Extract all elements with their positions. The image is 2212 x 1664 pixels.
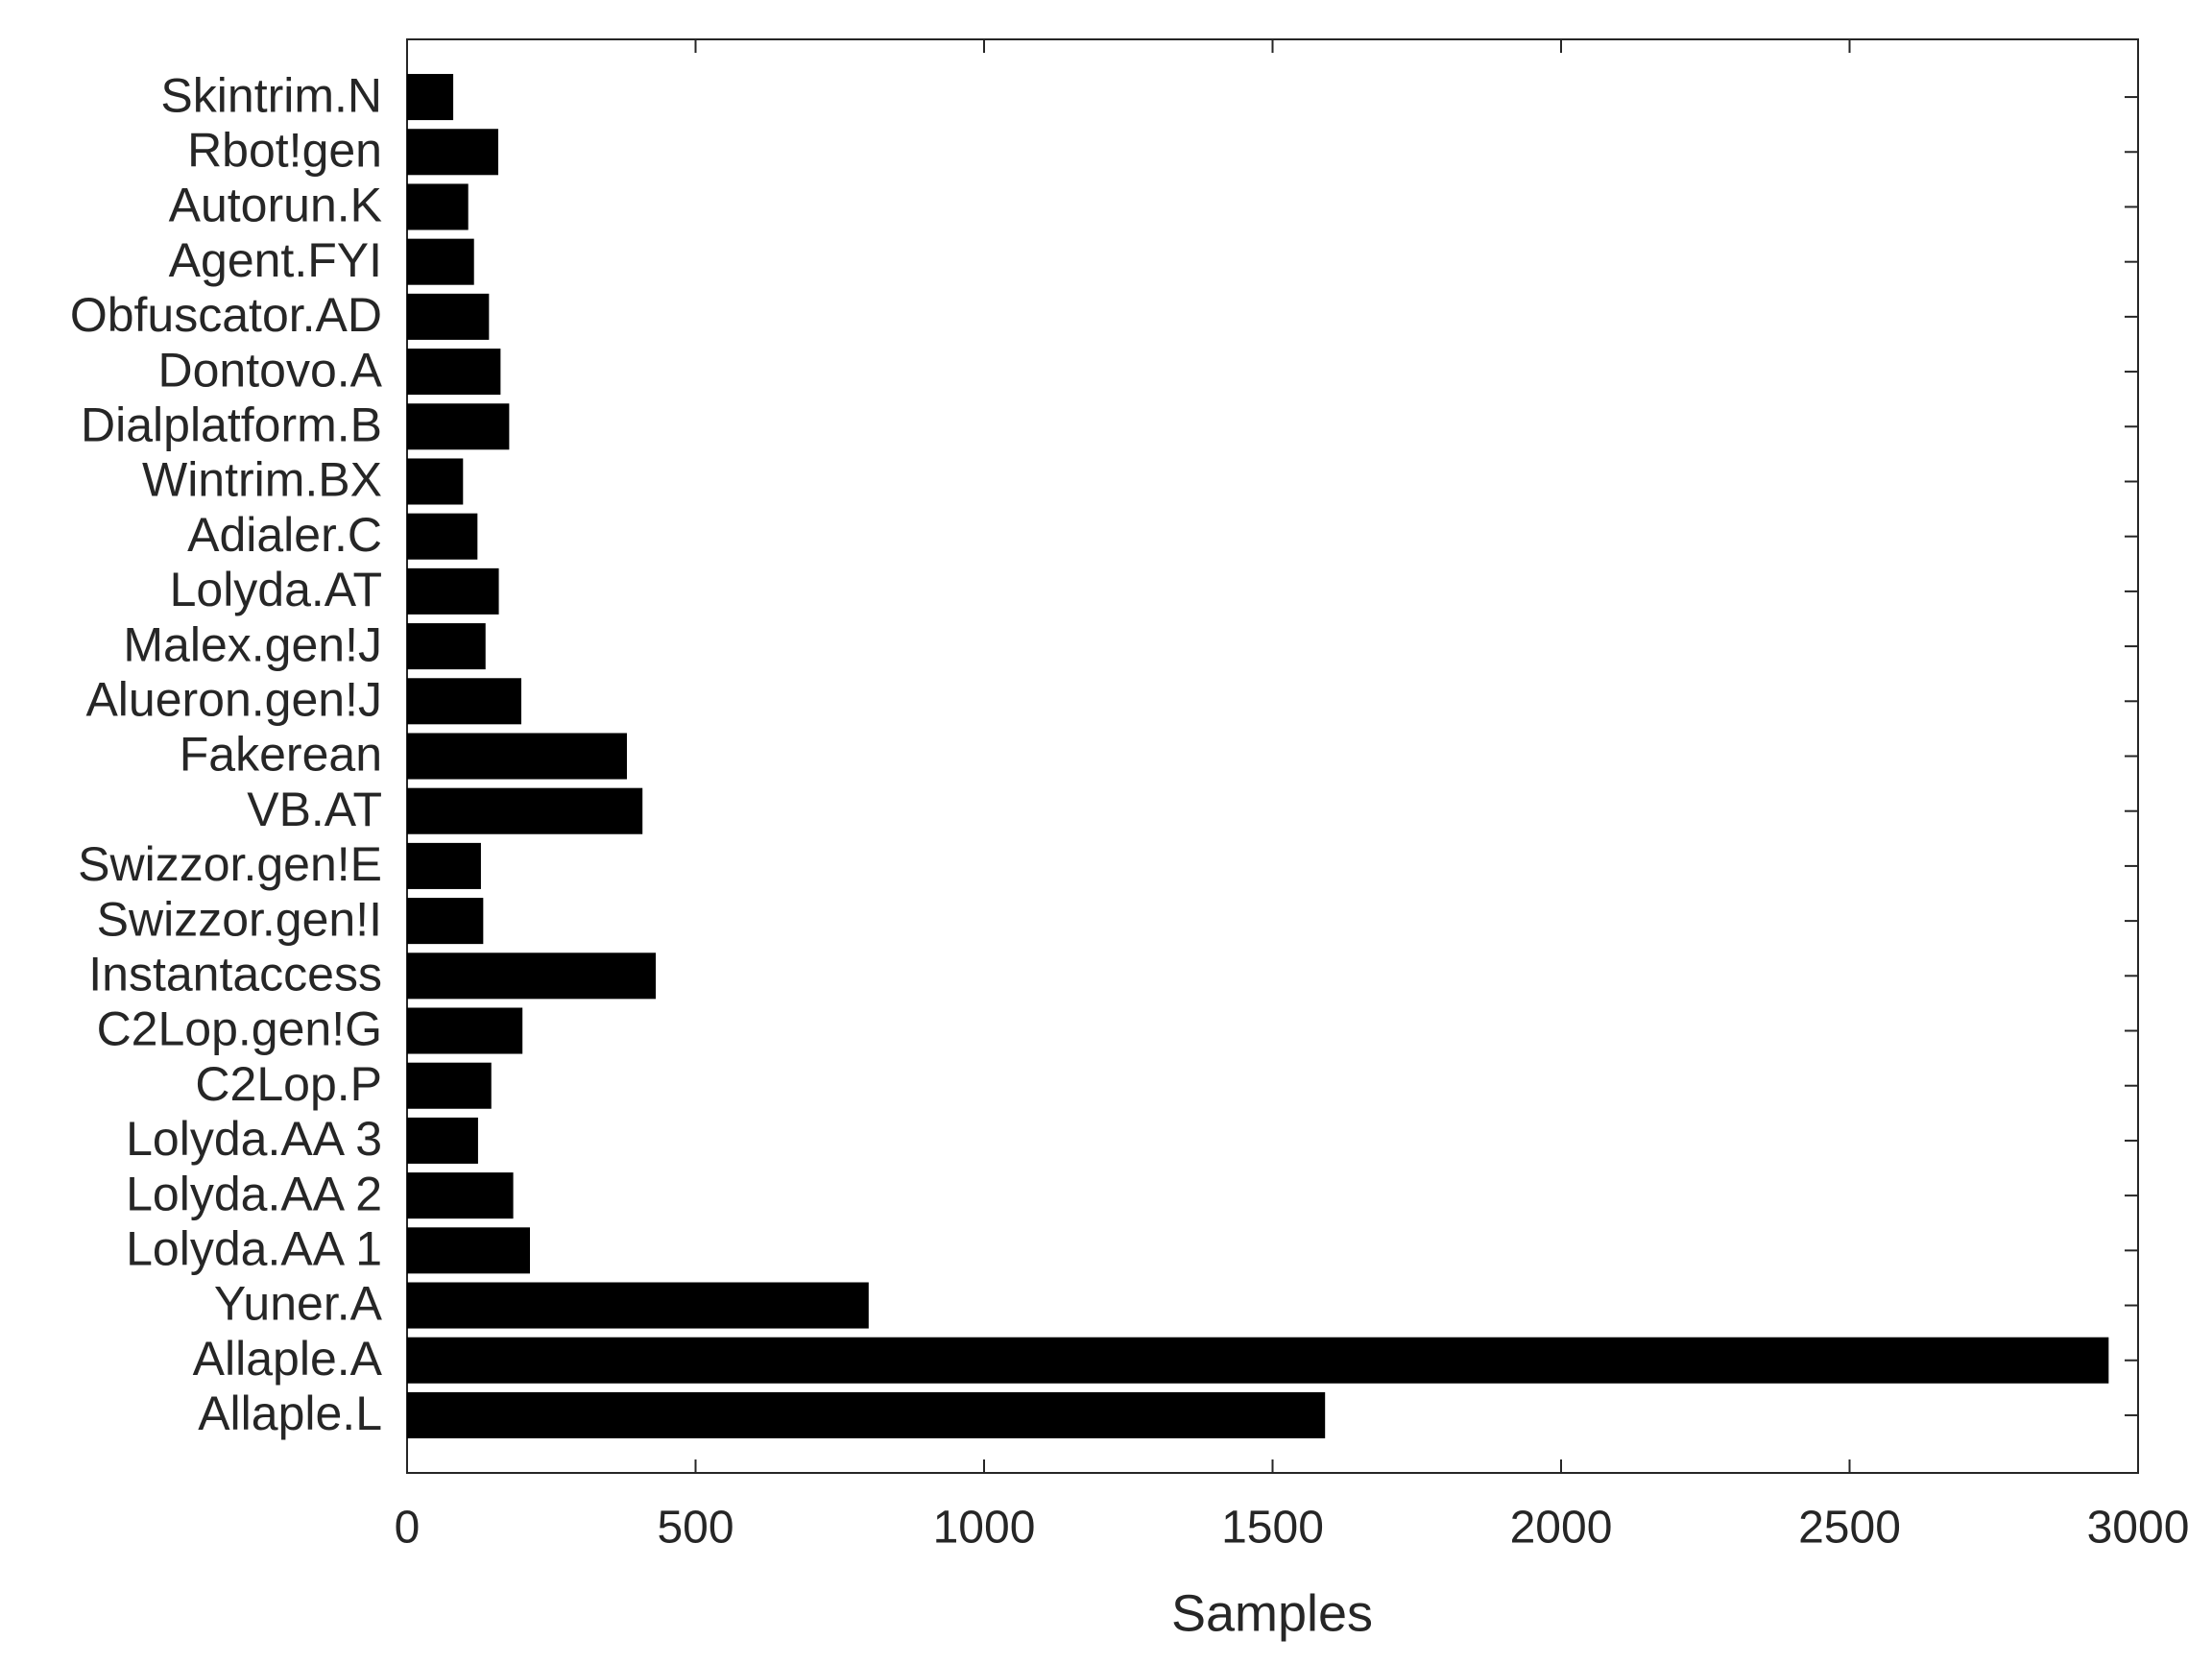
y-tick-label: VB.AT [247,783,382,836]
bar [407,513,478,560]
bar [407,733,627,780]
x-tick-label: 2500 [1798,1503,1901,1554]
bar [407,787,643,834]
y-tick-label: Adialer.C [187,508,382,562]
y-tick-label: Dontovo.A [158,343,383,397]
y-tick-label: Swizzor.gen!I [97,892,382,946]
x-tick-label: 500 [657,1503,733,1554]
x-tick-label: 3000 [2087,1503,2190,1554]
bar [407,293,490,340]
bar [407,458,464,505]
bar [407,74,454,121]
y-tick-label: Wintrim.BX [142,453,382,507]
bar [407,1391,1326,1438]
bar [407,1282,869,1329]
x-tick-label: 1500 [1221,1503,1324,1554]
x-tick-label: 1000 [933,1503,1036,1554]
y-tick-label: C2Lop.P [195,1057,382,1111]
y-tick-label: Lolyda.AA 2 [126,1167,382,1220]
bar [407,349,501,396]
y-tick-label: Allaple.L [198,1387,382,1440]
bar [407,1007,523,1054]
y-tick-label: Autorun.K [169,179,382,232]
x-tick-label: 2000 [1510,1503,1613,1554]
bar [407,238,474,285]
bar [407,1172,514,1219]
y-tick-label: C2Lop.gen!G [97,1002,382,1056]
y-tick-label: Agent.FYI [169,233,382,287]
bar [407,1227,531,1274]
y-tick-label: Lolyda.AA 1 [126,1222,382,1276]
y-tick-label: Obfuscator.AD [70,288,382,342]
y-tick-label: Fakerean [180,728,382,782]
bar [407,567,499,615]
bar [407,1062,492,1109]
bar [407,842,481,889]
bar [407,898,484,945]
bar [407,403,510,450]
bar [407,678,521,725]
y-tick-label: Lolyda.AT [170,563,382,616]
bar [407,183,469,230]
y-tick-label: Alueron.gen!J [85,673,382,727]
y-tick-label: Rbot!gen [187,123,382,177]
bar [407,1117,478,1164]
x-axis-label: Samples [1171,1584,1373,1642]
axes-box [406,38,2139,1474]
y-tick-label: Yuner.A [214,1277,383,1331]
y-tick-label: Instantaccess [88,948,382,1001]
y-tick-label: Dialplatform.B [81,398,382,451]
y-tick-label: Swizzor.gen!E [78,837,382,891]
y-tick-label: Lolyda.AA 3 [126,1112,382,1166]
bar [407,129,498,176]
bar [407,623,486,670]
y-tick-label: Allaple.A [193,1332,383,1386]
bar [407,1337,2109,1384]
x-tick-label: 0 [395,1503,421,1554]
y-tick-label: Skintrim.N [160,68,382,122]
y-tick-label: Malex.gen!J [123,617,382,671]
bar [407,953,657,1000]
